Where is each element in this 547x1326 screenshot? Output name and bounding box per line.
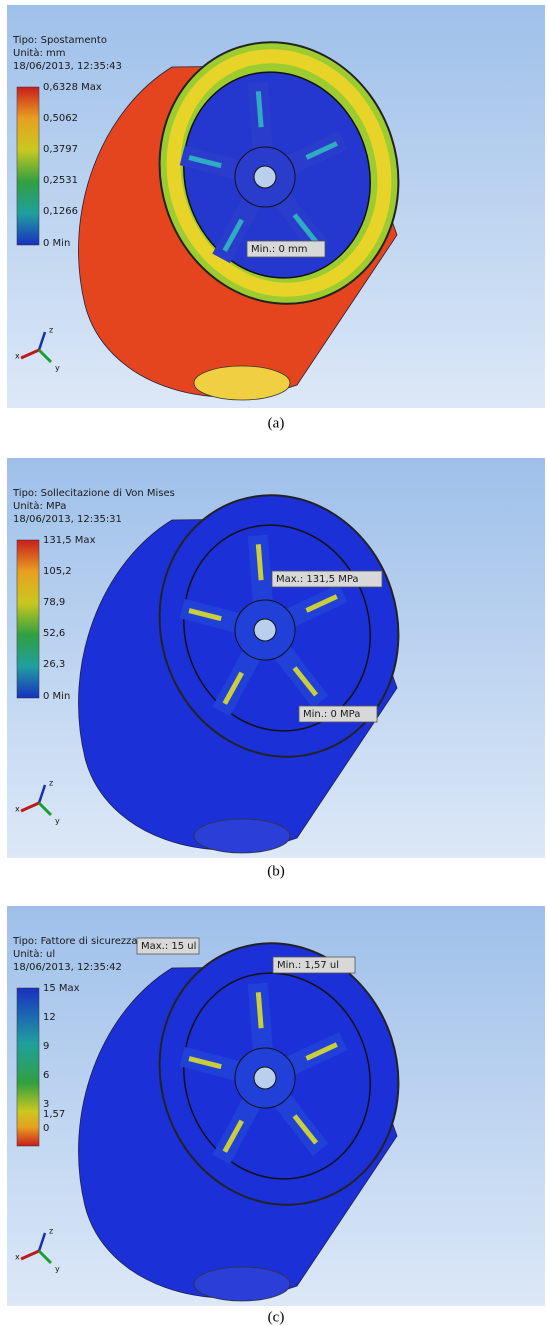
legend-label: 0 xyxy=(43,1123,49,1134)
legend-label: 0 Min xyxy=(43,691,70,702)
legend-label: 0,3797 xyxy=(43,144,78,155)
legend-label: 12 xyxy=(43,1012,56,1023)
probe-label: Max.: 15 ul xyxy=(141,941,196,952)
triad-label: y xyxy=(55,1265,60,1274)
legend-bar xyxy=(17,87,39,245)
panel-caption: (a) xyxy=(268,415,285,431)
legend-label: 0,1266 xyxy=(43,206,78,217)
triad-label: z xyxy=(49,326,53,335)
legend-bar xyxy=(17,540,39,698)
triad-label: x xyxy=(15,352,20,361)
legend-label: 131,5 Max xyxy=(43,535,96,546)
result-timestamp: 18/06/2013, 12:35:31 xyxy=(13,514,122,525)
body-hole xyxy=(194,1267,290,1301)
result-unit-label: Unità: mm xyxy=(13,47,66,59)
result-type-label: Tipo: Sollecitazione di Von Mises xyxy=(12,488,175,499)
hub-hole xyxy=(254,1067,276,1089)
legend-label: 0,6328 Max xyxy=(43,82,102,93)
result-unit-label: Unità: MPa xyxy=(13,500,66,512)
result-type-label: Tipo: Fattore di sicurezza xyxy=(12,936,138,947)
legend-label: 52,6 xyxy=(43,628,65,639)
hub-hole xyxy=(254,619,276,641)
result-unit-label: Unità: ul xyxy=(13,948,55,960)
legend-label: 0 Min xyxy=(43,238,70,249)
body-hole xyxy=(194,366,290,400)
legend-label: 26,3 xyxy=(43,659,65,670)
spoke-stress xyxy=(258,544,261,580)
legend-bar xyxy=(17,988,39,1146)
panel-caption: (b) xyxy=(267,863,285,879)
probe-label: Max.: 131,5 MPa xyxy=(276,574,359,585)
triad-label: z xyxy=(49,779,53,788)
figure: Tipo: SpostamentoUnità: mm 18/06/2013, 12… xyxy=(0,0,547,1326)
triad-label: x xyxy=(15,805,20,814)
legend-label: 0,2531 xyxy=(43,175,78,186)
panel-caption: (c) xyxy=(268,1309,285,1325)
legend-label: 15 Max xyxy=(43,983,80,994)
result-panel: Tipo: Sollecitazione di Von MisesUnità: … xyxy=(7,458,545,858)
spoke-stress xyxy=(258,992,261,1028)
probe-label: Min.: 0 MPa xyxy=(303,709,360,720)
result-timestamp: 18/06/2013, 12:35:43 xyxy=(13,61,122,72)
legend-label: 78,9 xyxy=(43,597,65,608)
probe-label: Min.: 1,57 ul xyxy=(277,960,339,971)
body-hole xyxy=(194,819,290,853)
spoke-stress xyxy=(258,91,261,127)
legend-label: 105,2 xyxy=(43,566,72,577)
legend-label: 1,57 xyxy=(43,1109,65,1120)
triad-label: x xyxy=(15,1253,20,1262)
result-timestamp: 18/06/2013, 12:35:42 xyxy=(13,962,122,973)
legend-label: 6 xyxy=(43,1070,49,1081)
legend-label: 9 xyxy=(43,1041,49,1052)
triad-label: y xyxy=(55,364,60,373)
triad-label: z xyxy=(49,1227,53,1236)
result-type-label: Tipo: Spostamento xyxy=(12,35,107,46)
hub-hole xyxy=(254,166,276,188)
page: {"panels": [ {"type_label": "Tipo: Spost… xyxy=(0,0,547,1326)
probe-label: Min.: 0 mm xyxy=(251,244,308,255)
legend-label: 0,5062 xyxy=(43,113,78,124)
triad-label: y xyxy=(55,817,60,826)
